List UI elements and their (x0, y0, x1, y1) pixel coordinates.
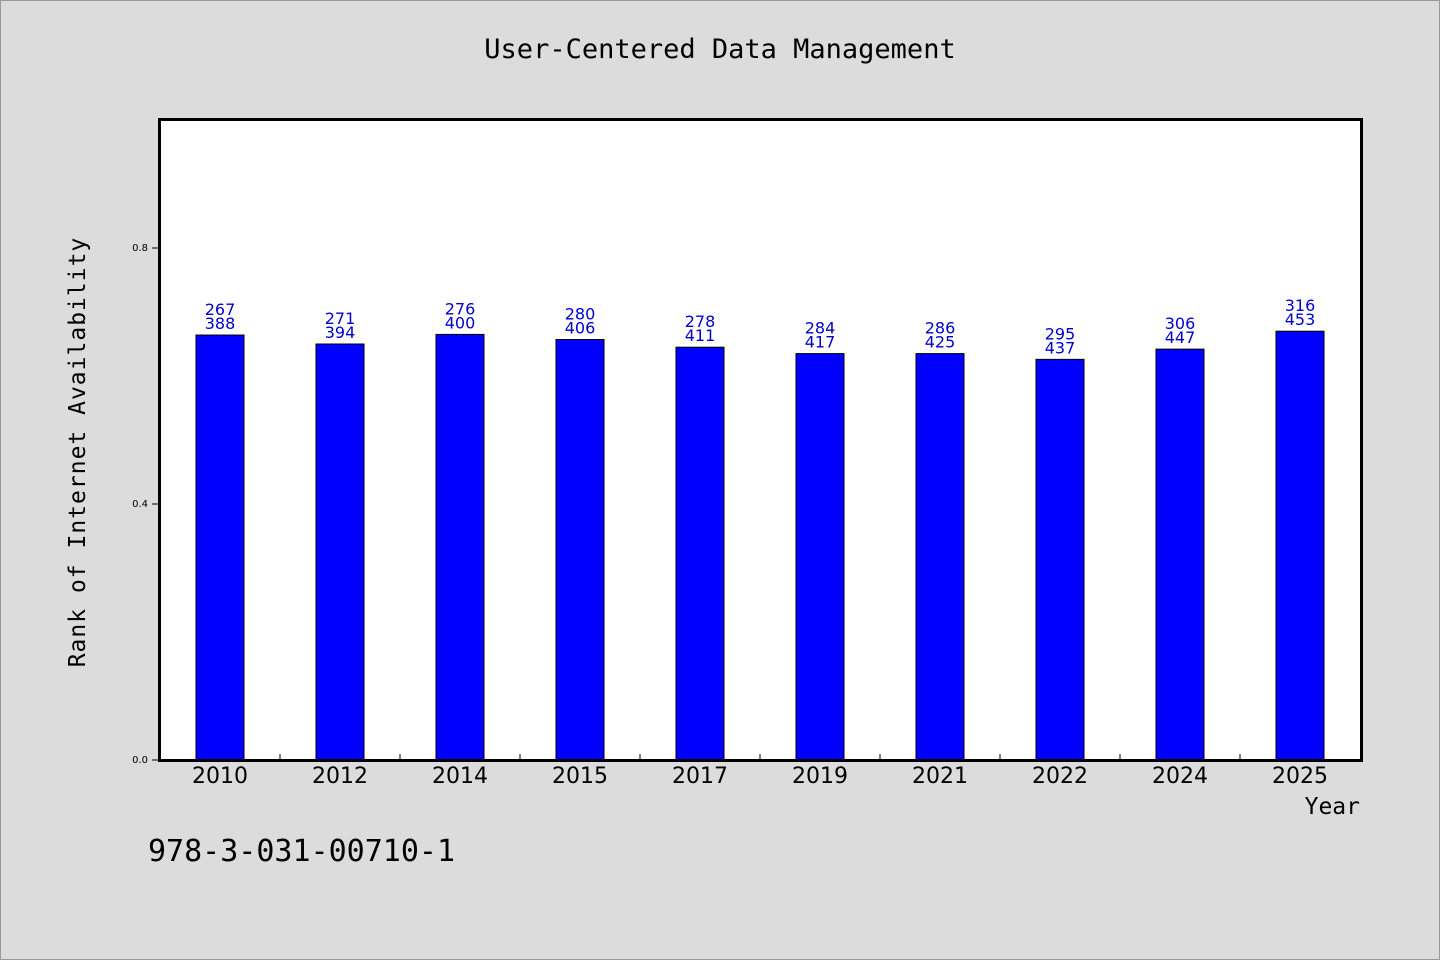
bar-2019 (795, 353, 845, 761)
data-label-bottom-2019: 417 (805, 333, 836, 352)
isbn-label: 978-3-031-00710-1 (148, 834, 456, 869)
x-tick-label-2012: 2012 (312, 764, 368, 789)
data-label-top-2017: 278 (685, 312, 716, 331)
data-label-top-2015: 280 (565, 305, 596, 324)
axis-layer: 2010 2012 2014 2015 2017 2019 2021 2022 2024 2025… (132, 243, 1328, 789)
y-tick-label-0.0: 0.0 (132, 755, 148, 766)
x-tick-label-2014: 2014 (432, 764, 488, 789)
data-label-bottom-2024: 447 (1165, 328, 1196, 347)
data-label-top-2014: 276 (445, 299, 476, 318)
y-tick-label-0.4: 0.4 (132, 499, 148, 510)
data-label-bottom-2014: 400 (445, 313, 476, 332)
bar-2015 (555, 339, 605, 761)
data-label-bottom-2022: 437 (1045, 338, 1076, 357)
x-tick-label-2015: 2015 (552, 764, 608, 789)
bar-2017 (675, 346, 725, 761)
data-label-bottom-2025: 453 (1285, 310, 1316, 329)
x-tick-label-2024: 2024 (1152, 764, 1208, 789)
x-axis-label: Year (1304, 794, 1360, 820)
bar-2010 (195, 334, 245, 761)
data-label-top-2025: 316 (1285, 296, 1316, 315)
data-label-bottom-2010: 388 (205, 314, 236, 333)
bar-2012 (315, 343, 365, 761)
data-label-top-2010: 267 (205, 300, 236, 319)
x-tick-label-2022: 2022 (1032, 764, 1088, 789)
plot-frame (158, 118, 1363, 762)
bar-2024 (1155, 348, 1205, 761)
bar-2014 (435, 333, 485, 761)
data-label-top-2024: 306 (1165, 314, 1196, 333)
x-tick-label-2010: 2010 (192, 764, 248, 789)
data-label-bottom-2021: 425 (925, 333, 956, 352)
bars-layer (195, 330, 1325, 761)
data-label-bottom-2012: 394 (325, 323, 356, 342)
data-label-top-2012: 271 (325, 309, 356, 328)
chart-title: User-Centered Data Management (484, 34, 956, 65)
x-tick-label-2017: 2017 (672, 764, 728, 789)
bar-2025 (1275, 330, 1325, 761)
data-label-top-2021: 286 (925, 319, 956, 338)
x-tick-label-2019: 2019 (792, 764, 848, 789)
data-label-bottom-2017: 411 (685, 326, 716, 345)
data-label-top-2022: 295 (1045, 324, 1076, 343)
data-label-bottom-2015: 406 (565, 319, 596, 338)
bar-2022 (1035, 358, 1085, 761)
bar-2021 (915, 353, 965, 761)
x-tick-label-2025: 2025 (1272, 764, 1328, 789)
x-tick-label-2021: 2021 (912, 764, 968, 789)
y-tick-label-0.8: 0.8 (132, 243, 148, 254)
data-label-top-2019: 284 (805, 319, 836, 338)
